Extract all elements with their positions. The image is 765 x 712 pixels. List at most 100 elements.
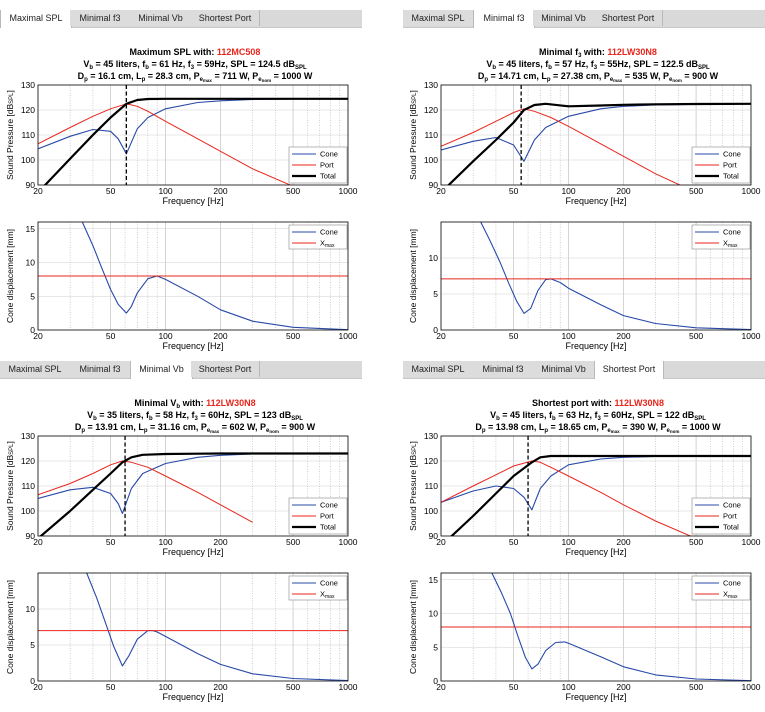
y-tick-label: 0 bbox=[30, 676, 35, 686]
chart-title: Maximum SPL with: 112MC508 bbox=[130, 47, 261, 57]
spl-value: 122 bbox=[665, 410, 680, 420]
x-axis-label: Frequency [Hz] bbox=[565, 692, 626, 702]
tab-maximal-spl[interactable]: Maximal SPL bbox=[403, 10, 474, 26]
y-tick-label: 120 bbox=[21, 105, 35, 115]
x-tick-label: 500 bbox=[286, 537, 300, 547]
x-tick-label: 200 bbox=[213, 537, 227, 547]
plot-frame bbox=[37, 221, 349, 331]
params-line-1: Vb = 45 liters, fb = 57 Hz, f3 = 55Hz, S… bbox=[486, 59, 710, 71]
y-tick-label: 90 bbox=[26, 180, 36, 190]
x-axis-label: Frequency [Hz] bbox=[565, 196, 626, 206]
legend-box bbox=[288, 575, 348, 601]
tab-minimal-f3[interactable]: Minimal f3 bbox=[473, 10, 535, 28]
y-label-sub: SPL bbox=[412, 92, 418, 104]
y-tick-label: 110 bbox=[21, 130, 35, 140]
f3-value: 55 bbox=[607, 59, 617, 69]
tab-minimal-vb[interactable]: Minimal Vb bbox=[533, 361, 595, 377]
legend-label-cone: Cone bbox=[320, 228, 338, 237]
plot-frame bbox=[440, 435, 752, 537]
y-tick-label: 0 bbox=[433, 676, 438, 686]
legend-label-port: Port bbox=[723, 161, 738, 170]
x-tick-label: 100 bbox=[561, 682, 575, 692]
plot-frame bbox=[37, 572, 349, 682]
dp-value: 13.98 bbox=[496, 422, 519, 432]
tab-minimal-f3[interactable]: Minimal f3 bbox=[70, 361, 131, 377]
panel-3: Maximal SPL Minimal f3 Minimal Vb Shortest … bbox=[0, 361, 362, 707]
lp-value: 28.3 bbox=[156, 71, 174, 81]
vb-value: 35 bbox=[107, 410, 117, 420]
title-prefix: Minimal bbox=[539, 47, 573, 57]
driver-name: 112LW30N8 bbox=[206, 398, 256, 408]
y-tick-label: 90 bbox=[429, 180, 439, 190]
legend-xmax-main: X bbox=[320, 239, 325, 248]
y-axis-label: Sound Pressure [dBSPL] bbox=[5, 441, 15, 531]
tab-bar: Maximal SPL Minimal f3 Minimal Vb Shortest … bbox=[403, 10, 765, 28]
tab-minimal-vb[interactable]: Minimal Vb bbox=[130, 361, 193, 379]
tab-minimal-vb[interactable]: Minimal Vb bbox=[130, 10, 192, 26]
y-axis-label: Sound Pressure [dBSPL] bbox=[408, 90, 418, 180]
x-tick-label: 20 bbox=[33, 331, 43, 341]
x-tick-label: 1000 bbox=[742, 682, 761, 692]
spl-plot-area: 20 50 100 200 500 1000 90 100 110 120 130 Frequency… bbox=[408, 80, 761, 206]
title-prefix: Shortest port with: bbox=[532, 398, 612, 408]
tab-minimal-f3[interactable]: Minimal f3 bbox=[473, 361, 534, 377]
fb-value: 63 bbox=[566, 410, 576, 420]
y-tick-label: 90 bbox=[26, 531, 36, 541]
title-sym: V bbox=[168, 398, 177, 408]
chart-title: Minimal Vb with: 112LW30N8 bbox=[134, 398, 255, 410]
legend-box bbox=[691, 575, 751, 601]
y-tick-label: 120 bbox=[424, 105, 438, 115]
x-axis-label: Frequency [Hz] bbox=[162, 692, 223, 702]
legend-xmax-main: X bbox=[320, 590, 325, 599]
legend-label-cone: Cone bbox=[723, 150, 741, 159]
title-with: with: bbox=[180, 398, 206, 408]
x-tick-label: 500 bbox=[689, 331, 703, 341]
tab-minimal-f3[interactable]: Minimal f3 bbox=[70, 10, 131, 26]
displacement-legend: Cone Xmax bbox=[691, 575, 751, 601]
displacement-legend: Cone Xmax bbox=[288, 575, 348, 601]
y-tick-label: 10 bbox=[26, 604, 36, 614]
dp-value: 13.91 bbox=[95, 422, 118, 432]
y-tick-label: 120 bbox=[424, 456, 438, 466]
y-tick-label: 10 bbox=[429, 253, 439, 263]
x-tick-label: 50 bbox=[106, 186, 116, 196]
legend-label-port: Port bbox=[723, 512, 738, 521]
y-label-main: Sound Pressure [dB bbox=[408, 103, 418, 179]
lp-value: 18.65 bbox=[558, 422, 581, 432]
legend-label-total: Total bbox=[723, 172, 739, 181]
x-tick-label: 500 bbox=[689, 682, 703, 692]
spl-value: 123 bbox=[262, 410, 277, 420]
x-tick-label: 500 bbox=[286, 186, 300, 196]
tab-shortest-port[interactable]: Shortest Port bbox=[191, 10, 260, 26]
x-tick-label: 100 bbox=[158, 537, 172, 547]
y-label-main: Sound Pressure [dB bbox=[5, 454, 15, 530]
x-tick-label: 100 bbox=[158, 331, 172, 341]
y-label-main: Sound Pressure [dB bbox=[408, 454, 418, 530]
legend-label-port: Port bbox=[320, 161, 335, 170]
tab-shortest-port[interactable]: Shortest Port bbox=[594, 10, 663, 26]
panel-2: Maximal SPL Minimal f3 Minimal Vb Shortest … bbox=[403, 10, 765, 356]
x-tick-label: 100 bbox=[158, 186, 172, 196]
params-line-1: Vb = 45 liters, fb = 63 Hz, f3 = 60Hz, S… bbox=[490, 410, 706, 422]
pemax-value: 535 bbox=[632, 71, 647, 81]
y-tick-label: 110 bbox=[21, 481, 35, 491]
tab-maximal-spl[interactable]: Maximal SPL bbox=[0, 361, 71, 377]
tab-maximal-spl[interactable]: Maximal SPL bbox=[403, 361, 474, 377]
legend-xmax-sub: max bbox=[728, 594, 738, 600]
chart-svg: Maximum SPL with: 112MC508 Vb = 45 liters… bbox=[5, 47, 358, 351]
title-with: with: bbox=[581, 47, 607, 57]
legend-label-xmax: Xmax bbox=[723, 590, 738, 601]
x-tick-label: 50 bbox=[509, 682, 519, 692]
tab-shortest-port[interactable]: Shortest Port bbox=[594, 361, 664, 379]
tab-shortest-port[interactable]: Shortest Port bbox=[191, 361, 260, 377]
dp-value: 14.71 bbox=[498, 71, 521, 81]
x-tick-label: 1000 bbox=[339, 537, 358, 547]
legend-label-cone: Cone bbox=[320, 501, 338, 510]
y-label-sub: SPL bbox=[412, 443, 418, 455]
series-port-line bbox=[441, 108, 682, 185]
tab-bar: Maximal SPL Minimal f3 Minimal Vb Shortest … bbox=[0, 361, 362, 379]
driver-name: 112LW30N8 bbox=[607, 47, 657, 57]
tab-minimal-vb[interactable]: Minimal Vb bbox=[533, 10, 595, 26]
tab-maximal-spl[interactable]: Maximal SPL bbox=[0, 10, 72, 28]
